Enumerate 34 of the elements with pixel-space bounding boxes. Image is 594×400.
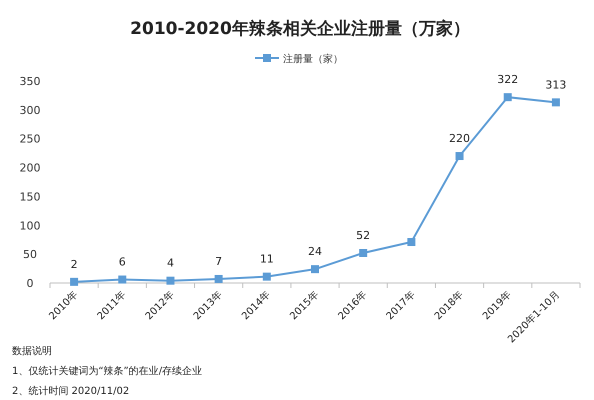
chart-title: 2010-2020年辣条相关企业注册量（万家） [130,19,470,39]
y-tick-label: 250 [20,132,40,146]
y-tick-label: 200 [20,162,40,175]
point [504,93,512,102]
data-label: 52 [356,228,370,242]
data-label: 2 [70,258,78,271]
point [359,248,368,257]
point [456,152,464,160]
text: 数据说明 [12,345,52,357]
y-tick-label: 150 [20,190,40,204]
point [311,265,319,274]
data-label: 322 [497,73,518,86]
point [407,238,416,246]
data-label: 220 [449,132,470,146]
data-label: 11 [260,252,274,266]
data-label: 7 [215,254,222,268]
data-label: 313 [545,78,566,92]
text: 1、仅统计关键词为“辣条”的在业/存续企业 [12,365,202,377]
text: 2、统计时间 2020/11/02 [12,385,130,397]
y-tick-label: 300 [20,104,40,117]
y-tick-label: 50 [23,248,37,262]
point [166,276,174,285]
data-label: 4 [166,256,174,270]
data-label: 24 [308,245,322,258]
y-tick-label: 0 [26,277,34,290]
y-tick-label: 100 [20,219,40,232]
data-label: 6 [118,256,126,269]
point [118,276,126,284]
legend-label: 注册量（家） [283,53,343,65]
point [214,274,223,283]
point [262,272,271,281]
y-tick-label: 350 [20,75,40,88]
point [552,98,560,106]
point [70,278,78,286]
